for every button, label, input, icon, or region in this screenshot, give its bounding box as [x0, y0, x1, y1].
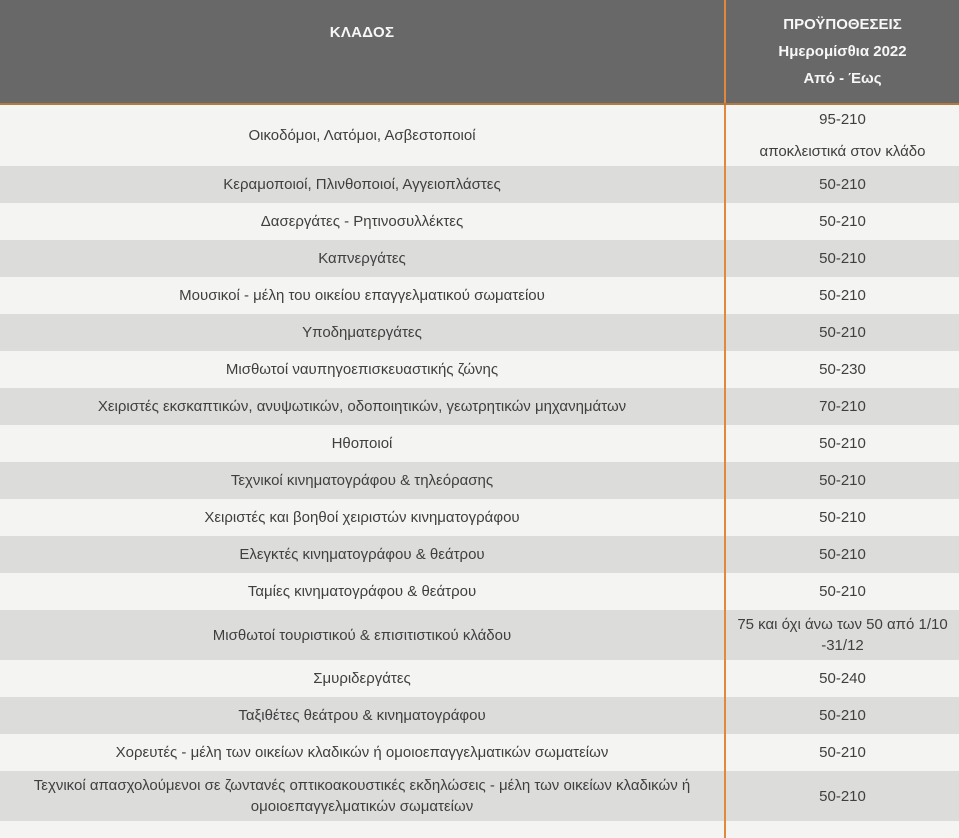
wage-cell: 50-210	[726, 240, 959, 277]
wage-cell: 50-210	[726, 573, 959, 610]
table-row: Υποδηματεργάτες 50-210	[0, 314, 959, 351]
header-divider-line	[0, 103, 959, 105]
table-row: Ηθοποιοί 50-210	[0, 425, 959, 462]
wage-line: 50-210	[819, 472, 866, 489]
table-row: Ταμίες κινηματογράφου & θεάτρου 50-210	[0, 573, 959, 610]
wage-line: 75 και όχι άνω των 50 από 1/10 -31/12	[737, 616, 948, 654]
table-row: Τεχνικοί απασχολούμενοι σε ζωντανές οπτι…	[0, 771, 959, 821]
sector-cell: Σμυριδεργάτες	[0, 660, 726, 697]
table-row: Μουσικοί - μέλη του οικείου επαγγελματικ…	[0, 277, 959, 314]
header-conditions-line-3: Από - Έως	[803, 70, 882, 87]
wage-line: 50-210	[819, 707, 866, 724]
header-conditions: ΠΡΟΫΠΟΘΕΣΕΙΣ Ημερομίσθια 2022 Από - Έως	[726, 0, 959, 103]
header-conditions-line-1: ΠΡΟΫΠΟΘΕΣΕΙΣ	[783, 16, 902, 33]
table-row: Μισθωτοί ναυπηγοεπισκευαστικής ζώνης 50-…	[0, 351, 959, 388]
wage-cell: 50-210	[726, 697, 959, 734]
wage-cell: 50-210	[726, 425, 959, 462]
column-divider	[0, 821, 726, 838]
sector-cell: Τεχνικοί απασχολούμενοι σε ζωντανές οπτι…	[0, 771, 726, 821]
wage-line: αποκλειστικά στον κλάδο	[759, 143, 926, 160]
wage-cell: 70-210	[726, 388, 959, 425]
wage-line: 95-210	[819, 111, 866, 128]
table-row: Μισθωτοί τουριστικού & επισιτιστικού κλά…	[0, 610, 959, 660]
table-row: Χειριστές εκσκαπτικών, ανυψωτικών, οδοπο…	[0, 388, 959, 425]
wage-cell: 50-210	[726, 277, 959, 314]
wage-cell: 50-210	[726, 771, 959, 821]
wage-cell: 95-210 αποκλειστικά στον κλάδο	[726, 105, 959, 166]
table-row: Ταξιθέτες θεάτρου & κινηματογράφου 50-21…	[0, 697, 959, 734]
table-header: ΚΛΑΔΟΣ ΠΡΟΫΠΟΘΕΣΕΙΣ Ημερομίσθια 2022 Από…	[0, 0, 959, 103]
wage-cell: 50-210	[726, 203, 959, 240]
sector-cell: Μισθωτοί ναυπηγοεπισκευαστικής ζώνης	[0, 351, 726, 388]
wage-cell: 50-210	[726, 166, 959, 203]
wage-cell: 50-210	[726, 734, 959, 771]
sector-cell: Ταξιθέτες θεάτρου & κινηματογράφου	[0, 697, 726, 734]
wage-line: 50-210	[819, 744, 866, 761]
wage-line: 50-210	[819, 287, 866, 304]
table-row: Χορευτές - μέλη των οικείων κλαδικών ή ο…	[0, 734, 959, 771]
wage-cell: 50-210	[726, 314, 959, 351]
wage-line: 50-240	[819, 670, 866, 687]
wage-line: 50-210	[819, 176, 866, 193]
wage-line: 50-210	[819, 213, 866, 230]
wage-cell: 50-210	[726, 462, 959, 499]
sector-cell: Μισθωτοί τουριστικού & επισιτιστικού κλά…	[0, 610, 726, 660]
wage-line: 50-230	[819, 361, 866, 378]
wage-cell: 50-230	[726, 351, 959, 388]
table-row: Καπνεργάτες 50-210	[0, 240, 959, 277]
sector-cell: Κεραμοποιοί, Πλινθοποιοί, Αγγειοπλάστες	[0, 166, 726, 203]
header-sector-label: ΚΛΑΔΟΣ	[0, 0, 726, 103]
sector-cell: Ηθοποιοί	[0, 425, 726, 462]
sector-cell: Οικοδόμοι, Λατόμοι, Ασβεστοποιοί	[0, 105, 726, 166]
wage-line: 50-210	[819, 509, 866, 526]
wage-cell: 50-210	[726, 499, 959, 536]
table-row: Χειριστές και βοηθοί χειριστών κινηματογ…	[0, 499, 959, 536]
sector-cell: Δασεργάτες - Ρητινοσυλλέκτες	[0, 203, 726, 240]
wage-line: 50-210	[819, 787, 866, 805]
sector-cell: Καπνεργάτες	[0, 240, 726, 277]
table-bottom-filler	[0, 821, 959, 838]
sector-cell: Ελεγκτές κινηματογράφου & θεάτρου	[0, 536, 726, 573]
table-row: Οικοδόμοι, Λατόμοι, Ασβεστοποιοί 95-210 α…	[0, 105, 959, 166]
table-row: Σμυριδεργάτες 50-240	[0, 660, 959, 697]
wage-line: 50-210	[819, 250, 866, 267]
sector-cell: Χειριστές και βοηθοί χειριστών κινηματογ…	[0, 499, 726, 536]
sector-cell: Ταμίες κινηματογράφου & θεάτρου	[0, 573, 726, 610]
wage-line: 50-210	[819, 324, 866, 341]
table-row: Ελεγκτές κινηματογράφου & θεάτρου 50-210	[0, 536, 959, 573]
wage-line: 50-210	[819, 583, 866, 600]
sector-cell: Υποδηματεργάτες	[0, 314, 726, 351]
wage-cell: 75 και όχι άνω των 50 από 1/10 -31/12	[726, 610, 959, 660]
table-row: Τεχνικοί κινηματογράφου & τηλεόρασης 50-…	[0, 462, 959, 499]
wage-line: 50-210	[819, 435, 866, 452]
wage-line: 50-210	[819, 546, 866, 563]
sector-cell: Τεχνικοί κινηματογράφου & τηλεόρασης	[0, 462, 726, 499]
table-row: Δασεργάτες - Ρητινοσυλλέκτες 50-210	[0, 203, 959, 240]
wage-cell: 50-210	[726, 536, 959, 573]
header-conditions-line-2: Ημερομίσθια 2022	[778, 43, 907, 60]
table-row: Κεραμοποιοί, Πλινθοποιοί, Αγγειοπλάστες …	[0, 166, 959, 203]
sector-cell: Μουσικοί - μέλη του οικείου επαγγελματικ…	[0, 277, 726, 314]
wage-cell: 50-240	[726, 660, 959, 697]
sector-cell: Χειριστές εκσκαπτικών, ανυψωτικών, οδοπο…	[0, 388, 726, 425]
sector-cell: Χορευτές - μέλη των οικείων κλαδικών ή ο…	[0, 734, 726, 771]
table-body: Οικοδόμοι, Λατόμοι, Ασβεστοποιοί 95-210 α…	[0, 105, 959, 821]
wage-line: 70-210	[819, 398, 866, 415]
